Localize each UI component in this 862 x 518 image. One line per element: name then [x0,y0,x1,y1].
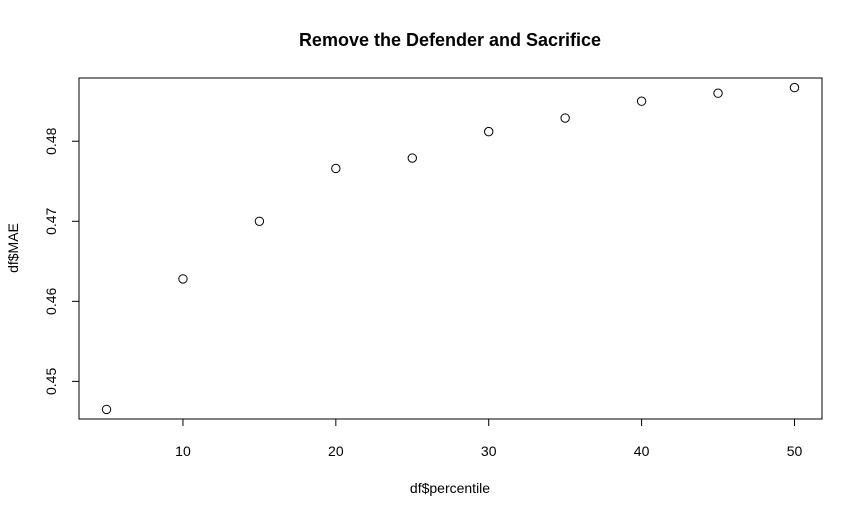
y-axis-label: df$MAE [5,223,21,273]
data-point [560,113,570,123]
x-tick-label: 40 [634,443,650,459]
data-point [101,404,112,415]
y-axis: 0.45 0.46 0.47 0.48 [43,127,79,395]
y-tick-label: 0.45 [43,368,59,395]
data-point [713,88,723,98]
data-points [101,82,800,415]
data-point [789,82,800,93]
data-point [254,216,265,226]
x-tick-label: 20 [328,443,344,459]
data-point [178,274,188,284]
y-tick-label: 0.48 [43,127,59,154]
chart-title: Remove the Defender and Sacrifice [299,30,601,50]
data-point [636,96,647,106]
x-tick-label: 10 [175,443,191,459]
plot-frame [78,77,823,420]
data-point [484,126,494,137]
y-tick-label: 0.47 [43,207,59,234]
x-axis-label: df$percentile [410,480,490,496]
x-tick-label: 30 [481,443,497,459]
y-tick-label: 0.46 [43,287,59,314]
x-tick-label: 50 [787,443,803,459]
data-point [407,153,417,163]
data-point [331,163,341,174]
x-axis: 10 20 30 40 50 [175,419,802,459]
